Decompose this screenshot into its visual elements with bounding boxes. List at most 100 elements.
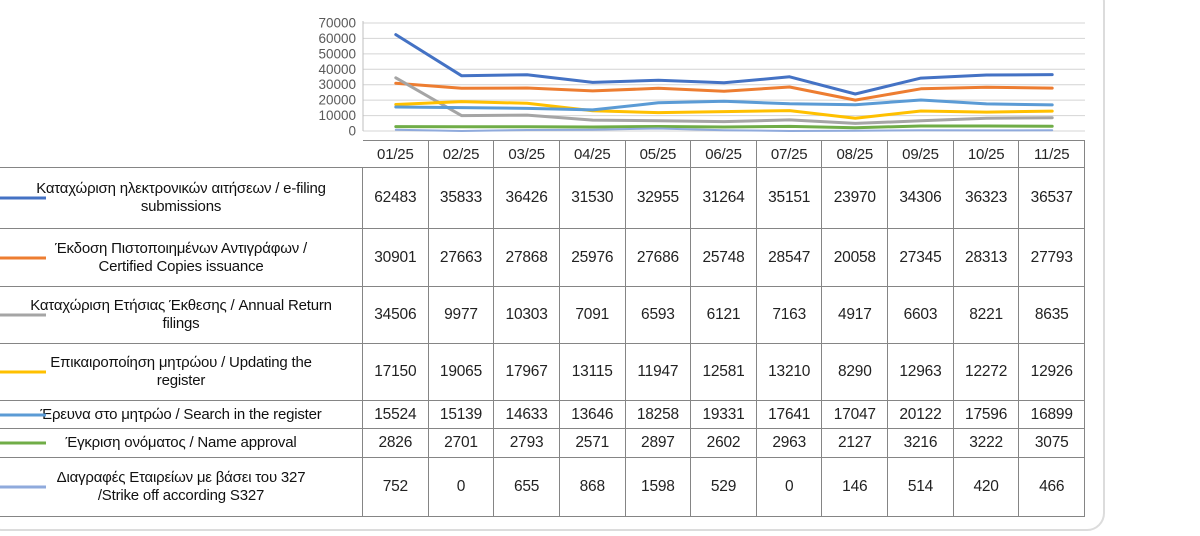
value-cell: 2826 — [363, 429, 429, 458]
y-axis-tick-label: 30000 — [318, 77, 356, 92]
series-label-cell: Καταχώριση Ετήσιας Έκθεσης / Annual Retu… — [0, 287, 363, 344]
legend-key — [0, 313, 46, 317]
month-header: 05/25 — [625, 140, 692, 168]
value-cell: 529 — [691, 458, 757, 517]
value-cell: 14633 — [494, 401, 560, 429]
month-header: 01/25 — [363, 140, 429, 168]
value-cell: 28547 — [756, 229, 823, 287]
value-cell: 12963 — [888, 344, 954, 401]
legend-key — [0, 413, 46, 416]
value-cell: 17047 — [822, 401, 889, 429]
value-cell: 11947 — [625, 344, 692, 401]
legend-key — [0, 370, 46, 374]
value-cell: 25748 — [691, 229, 757, 287]
month-header: 03/25 — [494, 140, 560, 168]
month-header: 10/25 — [953, 140, 1020, 168]
series-label: Διαγραφές Εταιρείων με βάσει του 327 /St… — [56, 469, 306, 504]
series-label: Καταχώριση Ετήσιας Έκθεσης / Annual Retu… — [30, 297, 332, 332]
table-row: Έγκριση ονόματος / Name approval 2826 2701… — [0, 429, 1086, 458]
chart-object-frame[interactable] — [0, 0, 1105, 531]
value-cell: 0 — [428, 458, 495, 517]
y-axis-tick-label: 70000 — [318, 16, 356, 31]
value-cell: 27868 — [494, 229, 560, 287]
table-header-row: 01/25 02/25 03/25 04/25 05/25 06/25 07/25 08/25… — [0, 140, 1086, 168]
value-cell: 27793 — [1019, 229, 1086, 287]
value-cell: 36537 — [1019, 168, 1086, 229]
series-label: Έγκριση ονόματος / Name approval — [65, 434, 297, 452]
legend-key — [0, 256, 46, 259]
value-cell: 19065 — [428, 344, 495, 401]
chart-data-table: 01/25 02/25 03/25 04/25 05/25 06/25 07/25 08/25… — [0, 140, 1086, 517]
value-cell: 3216 — [888, 429, 954, 458]
value-cell: 1598 — [625, 458, 692, 517]
value-cell: 16899 — [1019, 401, 1086, 429]
series-line-6 — [394, 124, 1054, 130]
value-cell: 17596 — [953, 401, 1020, 429]
y-axis-tick-label: 60000 — [318, 31, 356, 46]
value-cell: 28313 — [953, 229, 1020, 287]
month-header: 11/25 — [1019, 140, 1086, 168]
value-cell: 19331 — [691, 401, 757, 429]
value-cell: 8635 — [1019, 287, 1086, 344]
series-label-cell: Διαγραφές Εταιρείων με βάσει του 327 /St… — [0, 458, 363, 517]
value-cell: 3222 — [953, 429, 1020, 458]
value-cell: 62483 — [363, 168, 429, 229]
value-cell: 18258 — [625, 401, 692, 429]
value-cell: 27345 — [888, 229, 954, 287]
value-cell: 466 — [1019, 458, 1086, 517]
series-label: Καταχώριση ηλεκτρονικών αιτήσεων / e-fil… — [36, 180, 326, 215]
series-label-cell: Επικαιροποίηση μητρώου / Updating the re… — [0, 344, 363, 401]
table-row: Διαγραφές Εταιρείων με βάσει του 327 /St… — [0, 458, 1086, 517]
legend-key — [0, 485, 46, 489]
value-cell: 6121 — [691, 287, 757, 344]
value-cell: 10303 — [494, 287, 560, 344]
value-cell: 36323 — [953, 168, 1020, 229]
value-cell: 3075 — [1019, 429, 1086, 458]
value-cell: 31530 — [559, 168, 626, 229]
value-cell: 30901 — [363, 229, 429, 287]
y-axis-tick-label: 40000 — [318, 62, 356, 77]
value-cell: 514 — [888, 458, 954, 517]
value-cell: 25976 — [559, 229, 626, 287]
value-cell: 2793 — [494, 429, 560, 458]
value-cell: 2701 — [428, 429, 495, 458]
value-cell: 8290 — [822, 344, 889, 401]
value-cell: 27686 — [625, 229, 692, 287]
series-label: Επικαιροποίηση μητρώου / Updating the re… — [50, 354, 312, 389]
value-cell: 35151 — [756, 168, 823, 229]
value-cell: 17641 — [756, 401, 823, 429]
value-cell: 0 — [756, 458, 823, 517]
value-cell: 17967 — [494, 344, 560, 401]
value-cell: 4917 — [822, 287, 889, 344]
series-label-cell: Έγκριση ονόματος / Name approval — [0, 429, 363, 458]
series-label: Έκδοση Πιστοποιημένων Αντιγράφων / Certi… — [54, 239, 307, 275]
series-label-cell: Έκδοση Πιστοποιημένων Αντιγράφων / Certi… — [0, 229, 363, 287]
value-cell: 13210 — [756, 344, 823, 401]
legend-key — [0, 441, 46, 445]
value-cell: 868 — [559, 458, 626, 517]
value-cell: 420 — [953, 458, 1020, 517]
value-cell: 15139 — [428, 401, 495, 429]
value-cell: 12272 — [953, 344, 1020, 401]
table-row: Έρευνα στο μητρώο / Search in the regist… — [0, 401, 1086, 429]
table-row: Επικαιροποίηση μητρώου / Updating the re… — [0, 344, 1086, 401]
value-cell: 8221 — [953, 287, 1020, 344]
value-cell: 32955 — [625, 168, 692, 229]
value-cell: 17150 — [363, 344, 429, 401]
month-header: 09/25 — [888, 140, 954, 168]
table-row: Έκδοση Πιστοποιημένων Αντιγράφων / Certi… — [0, 229, 1086, 287]
value-cell: 9977 — [428, 287, 495, 344]
value-cell: 2602 — [691, 429, 757, 458]
series-label-cell: Καταχώριση ηλεκτρονικών αιτήσεων / e-fil… — [0, 168, 363, 229]
value-cell: 7091 — [559, 287, 626, 344]
value-cell: 20122 — [888, 401, 954, 429]
value-cell: 35833 — [428, 168, 495, 229]
value-cell: 6593 — [625, 287, 692, 344]
series-line-3 — [394, 76, 1054, 125]
value-cell: 2963 — [756, 429, 823, 458]
value-cell: 34306 — [888, 168, 954, 229]
series-label-cell: Έρευνα στο μητρώο / Search in the regist… — [0, 401, 363, 429]
legend-key — [0, 196, 46, 200]
